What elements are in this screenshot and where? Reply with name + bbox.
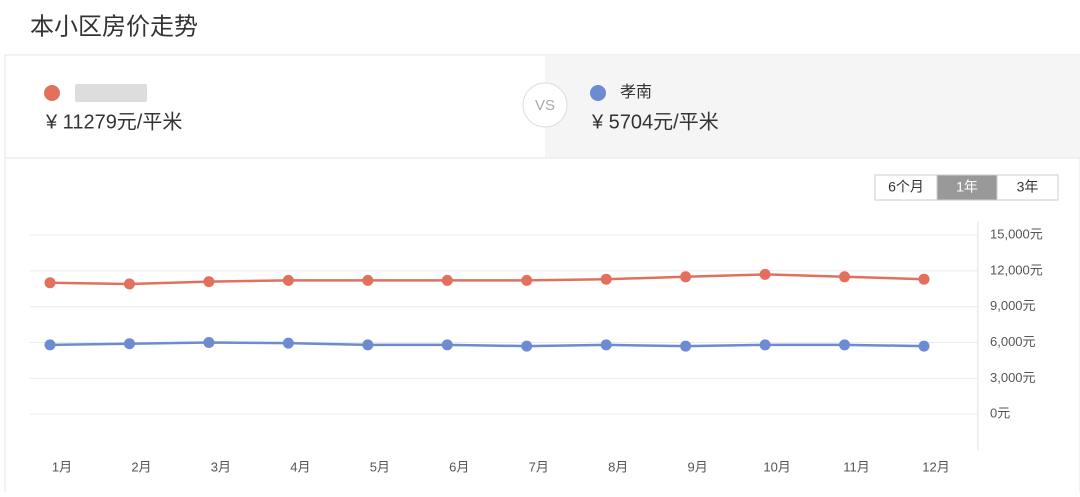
chart-panel bbox=[4, 157, 1080, 497]
x-tick-label: 12月 bbox=[922, 459, 949, 474]
x-tick-label: 8月 bbox=[608, 459, 628, 474]
y-tick-label: 6,000元 bbox=[990, 334, 1036, 349]
x-tick-label: 7月 bbox=[529, 459, 549, 474]
y-tick-label: 12,000元 bbox=[990, 262, 1043, 277]
data-point bbox=[600, 339, 612, 351]
range-tab[interactable] bbox=[874, 174, 938, 201]
data-point bbox=[680, 340, 692, 352]
range-tab-label[interactable]: 3年 bbox=[1017, 179, 1039, 195]
price: ¥ 5704元/平米 bbox=[591, 110, 719, 133]
data-point bbox=[362, 274, 374, 286]
data-point bbox=[282, 274, 294, 286]
vs-label: VS bbox=[535, 97, 555, 114]
data-point bbox=[441, 274, 453, 286]
y-tick-label: 3,000元 bbox=[990, 370, 1036, 385]
x-tick-label: 10月 bbox=[763, 459, 790, 474]
x-tick-label: 1月 bbox=[52, 459, 72, 474]
x-tick-label: 6月 bbox=[449, 459, 469, 474]
data-point bbox=[44, 339, 56, 351]
y-tick-label: 15,000元 bbox=[990, 226, 1043, 241]
series-line bbox=[49, 341, 925, 348]
data-point bbox=[123, 338, 135, 350]
y-tick-label: 9,000元 bbox=[990, 298, 1036, 313]
data-point bbox=[839, 271, 851, 283]
data-point bbox=[362, 339, 374, 351]
plot: 0元 3,000元 6,000元 9,000元 12,000元 15,000元 1月 2月 3月… bbox=[30, 226, 1043, 474]
data-point bbox=[203, 276, 215, 288]
y-tick-label: 0元 bbox=[990, 406, 1010, 421]
x-tick-label: 3月 bbox=[211, 459, 231, 474]
x-tick-label: 11月 bbox=[843, 459, 870, 474]
data-point bbox=[521, 340, 533, 352]
data-point bbox=[680, 271, 692, 283]
page-title: 本小区房价走势 bbox=[30, 13, 198, 40]
range-tabs: 6个月 1年 3年 bbox=[874, 174, 1059, 201]
data-point bbox=[203, 337, 215, 348]
range-tab[interactable] bbox=[996, 174, 1059, 201]
data-point bbox=[759, 339, 771, 351]
legend-dot bbox=[44, 85, 60, 101]
x-tick-label: 2月 bbox=[131, 459, 151, 474]
data-point bbox=[600, 273, 612, 285]
series-line bbox=[49, 273, 925, 286]
x-tick-label: 4月 bbox=[290, 459, 310, 474]
range-tab-label[interactable]: 1年 bbox=[956, 179, 978, 195]
data-point bbox=[918, 273, 930, 285]
data-point bbox=[44, 277, 56, 289]
data-point bbox=[521, 274, 533, 286]
data-point bbox=[123, 278, 135, 290]
data-point bbox=[918, 340, 930, 352]
data-point bbox=[759, 268, 771, 280]
compare-right-bg bbox=[545, 55, 1080, 158]
data-point bbox=[839, 339, 851, 351]
x-tick-label: 5月 bbox=[370, 459, 390, 474]
price: ¥ 11279元/平米 bbox=[45, 110, 182, 133]
data-point bbox=[441, 339, 453, 351]
x-tick-label: 9月 bbox=[688, 459, 708, 474]
series-name: 孝南 bbox=[620, 83, 652, 101]
vs-circle bbox=[522, 82, 568, 128]
range-tab[interactable] bbox=[936, 174, 998, 201]
blurred-name bbox=[75, 84, 147, 102]
data-point bbox=[282, 337, 294, 349]
legend-dot bbox=[590, 85, 606, 101]
range-tab-label[interactable]: 6个月 bbox=[888, 179, 924, 195]
